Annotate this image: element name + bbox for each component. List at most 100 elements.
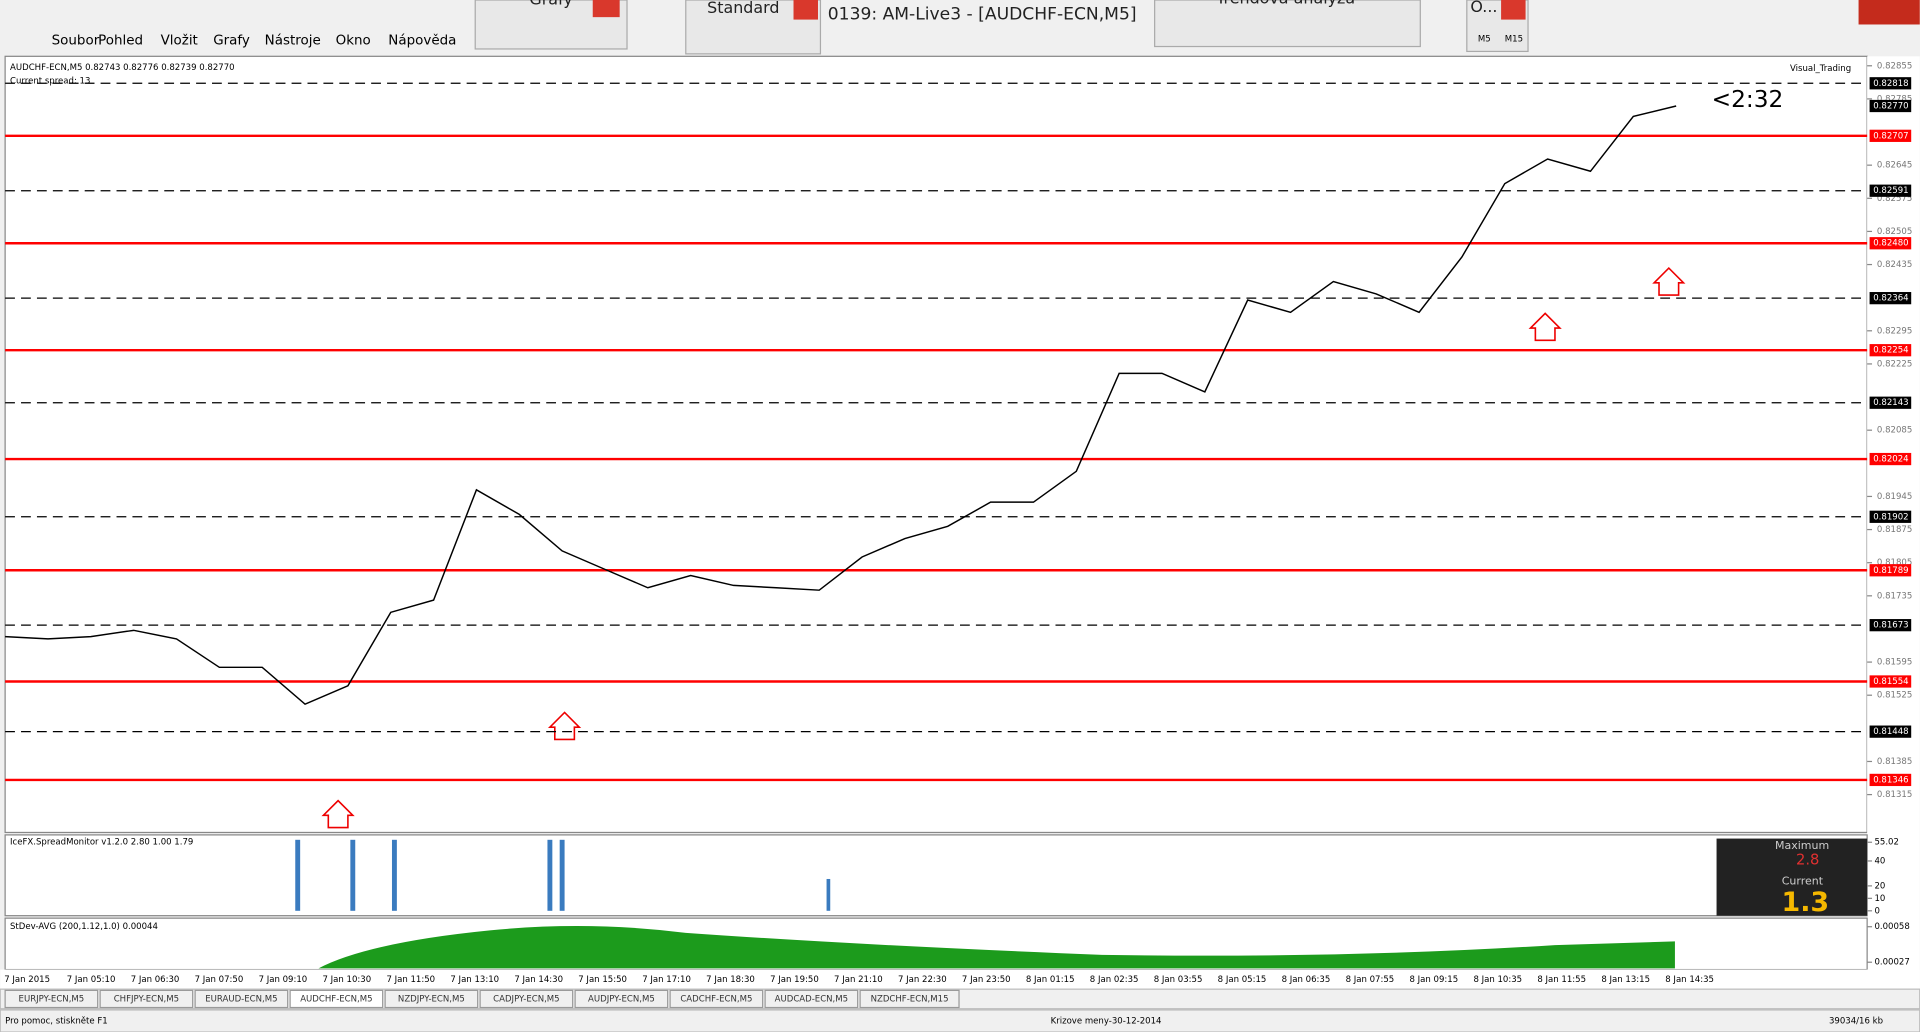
- level-label-bg: [1869, 129, 1912, 142]
- tab[interactable]: [4, 989, 99, 1009]
- y-tick-label: 0.00027: [1874, 958, 1909, 968]
- tab-label: CADCHF-ECN,M5: [680, 994, 752, 1004]
- level-label-bg: [1869, 344, 1912, 357]
- spread-bars: [295, 839, 831, 911]
- time-label: 8 Jan 05:15: [1218, 975, 1267, 985]
- close-button[interactable]: [592, 0, 620, 18]
- indicator-name: Visual_Trading: [1790, 64, 1851, 74]
- tab[interactable]: [574, 989, 669, 1009]
- tab-label: AUDCAD-ECN,M5: [775, 994, 848, 1004]
- tab[interactable]: [669, 989, 764, 1009]
- level-label-bg: [1869, 619, 1912, 632]
- menu-item[interactable]: Pohled: [98, 33, 143, 48]
- y-tick-label: 0.00058: [1874, 922, 1909, 932]
- tab[interactable]: [384, 989, 479, 1009]
- info-value: 1.3: [1781, 887, 1829, 918]
- tab[interactable]: [479, 989, 574, 1009]
- level-label-bg: [1869, 510, 1912, 523]
- time-label: 7 Jan 17:10: [642, 975, 691, 985]
- y-tick-label: 0.82645: [1877, 161, 1912, 171]
- arrow: [321, 799, 355, 829]
- window-close[interactable]: [1858, 0, 1920, 25]
- stdev-histogram: [10, 926, 1675, 969]
- tab[interactable]: [764, 989, 859, 1009]
- y-tick-label: 0.81525: [1877, 691, 1912, 701]
- y-tick-label: 0.81315: [1877, 790, 1912, 800]
- tab-label: CADJPY-ECN,M5: [493, 994, 559, 1004]
- time-label: 7 Jan 22:30: [898, 975, 947, 985]
- time-label: 7 Jan 09:10: [259, 975, 308, 985]
- y-tick-label: 0: [1874, 906, 1879, 916]
- toolbar-trend[interactable]: [1154, 0, 1421, 48]
- arrow: [1652, 266, 1686, 296]
- tab[interactable]: [289, 989, 384, 1009]
- info-value: 2.8: [1796, 852, 1819, 869]
- y-tick-label: 0.82855: [1877, 61, 1912, 71]
- tab-label: CHFJPY-ECN,M5: [114, 994, 179, 1004]
- close-button[interactable]: [793, 0, 818, 20]
- toolbar-title: Standard: [707, 0, 779, 17]
- menu-item[interactable]: Soubor: [52, 33, 100, 48]
- y-tick-label: 0.81735: [1877, 591, 1912, 601]
- info-label: Current: [1782, 874, 1824, 887]
- level-label: 0.81673: [1873, 621, 1908, 631]
- level-label: 0.82024: [1873, 455, 1908, 465]
- level-label: 0.82591: [1873, 186, 1908, 196]
- menu-item[interactable]: Nástroje: [265, 32, 321, 48]
- level-label: 0.82480: [1873, 239, 1908, 249]
- y-tick-label: 0.81875: [1877, 525, 1912, 535]
- menu-item[interactable]: Grafy: [213, 33, 250, 48]
- level-label-bg: [1869, 452, 1912, 466]
- level-label: 0.82143: [1873, 398, 1908, 408]
- toolbar-title: O...: [1470, 0, 1497, 16]
- time-label: 8 Jan 07:55: [1346, 975, 1395, 985]
- y-tick-label: 0.81595: [1877, 658, 1912, 668]
- period-button[interactable]: M15: [1505, 35, 1523, 45]
- time-label: 7 Jan 14:30: [514, 975, 563, 985]
- menu-item[interactable]: Vložit: [161, 32, 198, 48]
- tab-label: NZDCHF-ECN,M15: [871, 994, 949, 1004]
- tab-label: EURAUD-ECN,M5: [205, 994, 277, 1004]
- level-label: 0.81902: [1873, 512, 1908, 522]
- y-tick-label: 0.82085: [1877, 426, 1912, 436]
- window-title: 0139: AM-Live3 - [AUDCHF-ECN,M5]: [828, 5, 1137, 25]
- level-label-bg: [1869, 237, 1912, 250]
- level-label: 0.81448: [1873, 727, 1908, 737]
- level-label: 0.82707: [1873, 131, 1908, 141]
- level-label: 0.81346: [1873, 775, 1908, 785]
- time-label: 7 Jan 19:50: [770, 975, 819, 985]
- time-label: 8 Jan 11:55: [1537, 975, 1586, 985]
- status-profile: Krizove meny-30-12-2014: [1051, 1016, 1162, 1026]
- tab[interactable]: [99, 989, 194, 1009]
- time-label: 7 Jan 07:50: [195, 975, 244, 985]
- y-tick-label: 0.82785: [1877, 94, 1912, 104]
- y-tick-label: 0.82505: [1877, 227, 1912, 237]
- tab-label: AUDCHF-ECN,M5: [300, 994, 372, 1004]
- arrow: [547, 711, 582, 741]
- menu-item[interactable]: Nápověda: [388, 32, 456, 48]
- time-label: 8 Jan 03:55: [1154, 975, 1203, 985]
- price-line: [5, 105, 1677, 706]
- spread-panel: [4, 834, 1868, 917]
- time-label: 7 Jan 18:30: [706, 975, 755, 985]
- spread-info: [1716, 838, 1868, 916]
- timer: <2:32: [1712, 86, 1784, 113]
- close-button[interactable]: [1501, 0, 1526, 20]
- y-tick-label: 0.82295: [1877, 326, 1912, 336]
- level-label-bg: [1869, 725, 1912, 738]
- period-button[interactable]: M5: [1478, 35, 1491, 45]
- y-tick-label: 0.81945: [1877, 492, 1912, 502]
- time-label: 8 Jan 01:15: [1026, 975, 1075, 985]
- toolbar-title: Trendová analýza: [1215, 0, 1355, 7]
- time-label: 8 Jan 09:15: [1410, 975, 1459, 985]
- level-label: 0.81554: [1873, 677, 1908, 687]
- tab[interactable]: [194, 989, 289, 1009]
- current-price-bg: [1869, 99, 1912, 113]
- time-label: 8 Jan 10:35: [1473, 975, 1522, 985]
- time-label: 8 Jan 02:35: [1090, 975, 1139, 985]
- toolbar-grafy[interactable]: [474, 0, 628, 50]
- tab[interactable]: [859, 989, 960, 1009]
- menu-item[interactable]: Okno: [336, 33, 371, 48]
- chart-header: AUDCHF-ECN,M5 0.82743 0.82776 0.82739 0.…: [10, 63, 235, 73]
- level-label-bg: [1869, 396, 1912, 409]
